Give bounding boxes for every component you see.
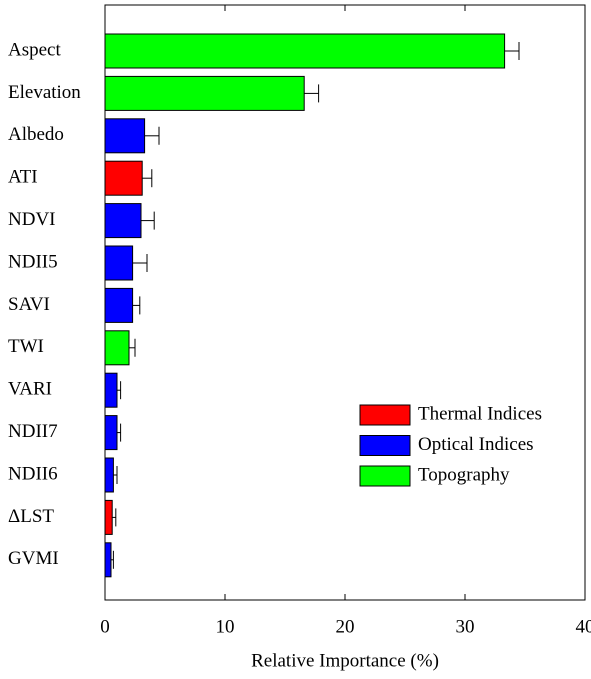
bar [104, 330, 130, 366]
legend-swatch [359, 465, 411, 487]
legend-label: Thermal Indices [418, 403, 542, 424]
y-tick-label: NDII7 [8, 421, 58, 442]
y-tick-label: Albedo [8, 124, 64, 145]
x-axis-label: Relative Importance (%) [251, 650, 439, 671]
legend-swatch [359, 404, 411, 426]
y-tick-label: NDII5 [8, 251, 58, 272]
bar [104, 118, 146, 154]
bar [104, 203, 142, 239]
y-tick-label: Elevation [8, 82, 81, 103]
y-tick-label: GVMI [8, 548, 59, 569]
bar [104, 372, 118, 408]
legend-label: Optical Indices [418, 434, 534, 455]
bar [104, 415, 118, 451]
x-tick-label: 30 [456, 616, 475, 637]
x-tick-label: 0 [100, 616, 110, 637]
y-tick-label: TWI [8, 336, 44, 357]
legend-label: Topography [418, 464, 510, 485]
bar [104, 287, 134, 323]
y-tick-label: NDVI [8, 209, 56, 230]
legend-swatch [359, 435, 411, 456]
x-tick-label: 10 [216, 616, 235, 637]
bar [104, 457, 114, 493]
bar [104, 499, 113, 535]
y-tick-label: NDII6 [8, 463, 58, 484]
bar [104, 33, 506, 69]
x-tick-label: 20 [336, 616, 355, 637]
x-tick-label: 40 [576, 616, 591, 637]
bar [104, 245, 134, 281]
bar [104, 542, 112, 578]
y-tick-label: SAVI [8, 294, 50, 315]
y-tick-label: ATI [8, 167, 38, 188]
y-tick-label: VARI [8, 379, 52, 400]
bar [104, 160, 143, 196]
y-tick-label: Aspect [8, 39, 61, 60]
y-tick-label: ΔLST [8, 506, 54, 527]
bar [104, 75, 305, 111]
